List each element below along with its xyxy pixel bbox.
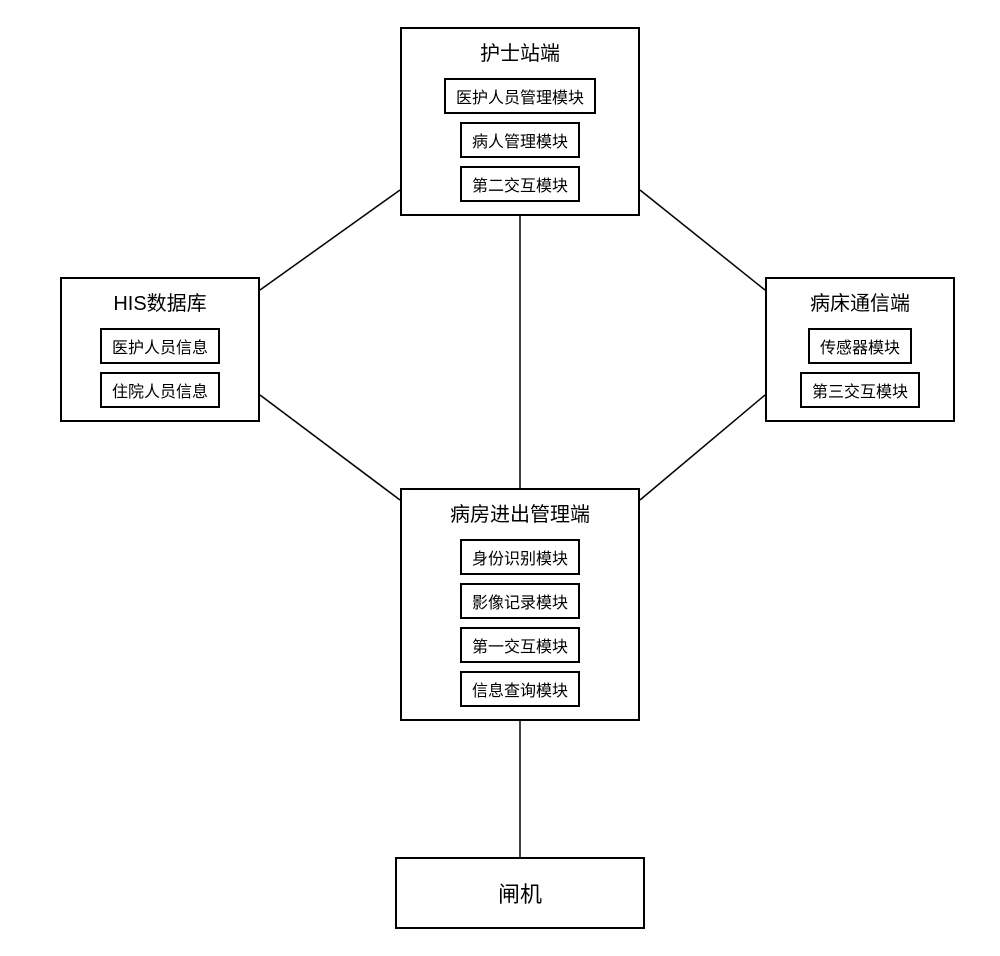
edge-top-left: [260, 190, 400, 290]
module-item: 病人管理模块: [460, 122, 580, 158]
node-bed-comm: 病床通信端 传感器模块 第三交互模块: [765, 277, 955, 422]
module-item: 传感器模块: [808, 328, 912, 364]
module-item: 住院人员信息: [100, 372, 220, 408]
module-item: 第二交互模块: [460, 166, 580, 202]
module-item: 身份识别模块: [460, 539, 580, 575]
module-item: 信息查询模块: [460, 671, 580, 707]
module-item: 影像记录模块: [460, 583, 580, 619]
module-item: 医护人员信息: [100, 328, 220, 364]
edge-top-right: [640, 190, 765, 290]
node-title: 闸机: [498, 877, 542, 909]
module-item: 医护人员管理模块: [444, 78, 596, 114]
node-title: 病房进出管理端: [450, 498, 590, 527]
node-nurse-station: 护士站端 医护人员管理模块 病人管理模块 第二交互模块: [400, 27, 640, 216]
node-gate: 闸机: [395, 857, 645, 929]
edge-right-center: [640, 395, 765, 500]
node-title: 病床通信端: [810, 287, 910, 316]
node-his-database: HIS数据库 医护人员信息 住院人员信息: [60, 277, 260, 422]
node-ward-access: 病房进出管理端 身份识别模块 影像记录模块 第一交互模块 信息查询模块: [400, 488, 640, 721]
module-item: 第一交互模块: [460, 627, 580, 663]
edge-left-center: [260, 395, 400, 500]
node-title: 护士站端: [480, 37, 560, 66]
module-item: 第三交互模块: [800, 372, 920, 408]
node-title: HIS数据库: [113, 287, 206, 316]
diagram-canvas: 护士站端 医护人员管理模块 病人管理模块 第二交互模块 HIS数据库 医护人员信…: [0, 0, 1000, 956]
